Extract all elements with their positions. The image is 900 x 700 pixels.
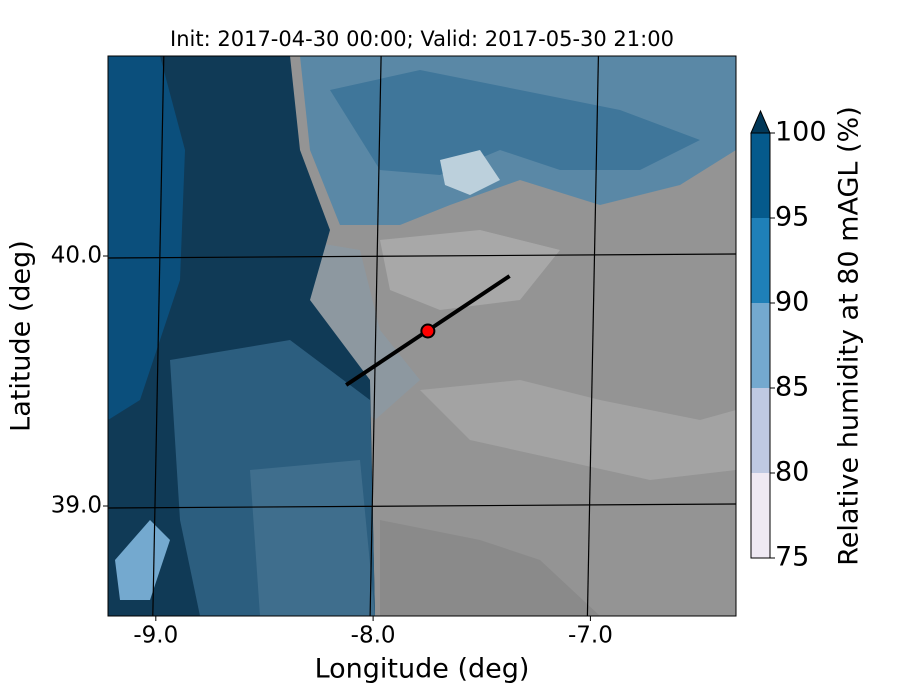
parallel [107,253,737,259]
y-axis-label: Latitude (deg) [6,240,37,432]
colorbar-tick-label: 95 [775,202,809,233]
colorbar-band [751,473,770,558]
x-tick-label: -8.0 [351,623,396,649]
parallel [107,503,737,509]
y-tick-label: 39.0 [51,493,102,519]
chart-title: Init: 2017-04-30 00:00; Valid: 2017-05-3… [170,27,674,51]
y-tick-label: 40.0 [51,243,102,269]
colorbar-frame [750,132,771,559]
colorbar-tick-label: 75 [775,542,809,573]
meridian [586,55,600,617]
colorbar-band [751,133,770,218]
terrain [108,56,736,616]
colorbar-band [751,388,770,473]
colorbar-tick-label: 90 [775,287,809,318]
colorbar-label: Relative humidity at 80 mAGL (%) [834,106,865,566]
x-tick-label: -9.0 [133,623,178,649]
site-point [420,323,436,339]
meridian [369,55,382,617]
colorbar-tick-label: 100 [775,117,827,148]
x-axis-label: Longitude (deg) [315,654,530,685]
meridian [152,55,165,617]
colorbar-band [751,303,770,388]
colorbar-band [751,218,770,303]
colorbar-tick-label: 80 [775,457,809,488]
colorbar-tick-label: 85 [775,372,809,403]
colorbar-extend [750,109,771,134]
x-tick-label: -7.0 [568,623,613,649]
map-frame [107,55,737,617]
